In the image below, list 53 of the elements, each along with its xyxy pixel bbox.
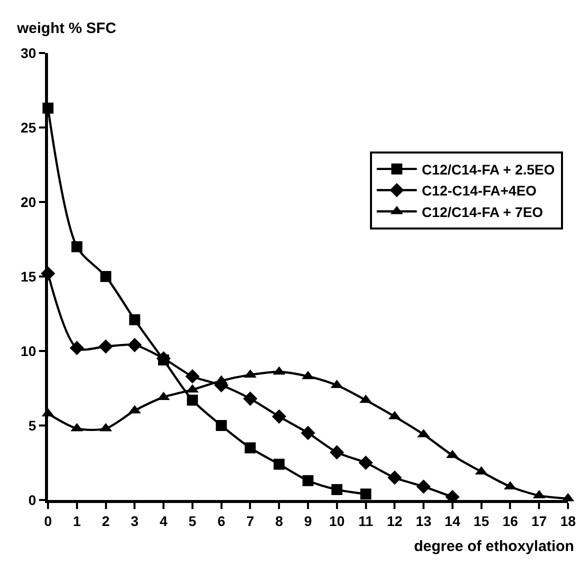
x-tick-label: 15 xyxy=(474,512,490,529)
point xyxy=(100,271,112,282)
point xyxy=(244,442,256,454)
point xyxy=(360,488,372,500)
legend-label: C12/C14-FA + 2.5EO xyxy=(422,161,555,178)
point xyxy=(416,479,431,494)
point xyxy=(274,458,285,470)
y-tick-label: 30 xyxy=(20,44,36,61)
x-tick-label: 10 xyxy=(329,512,345,529)
point xyxy=(330,445,344,460)
point xyxy=(243,392,258,406)
point xyxy=(300,426,316,440)
x-tick-label: 8 xyxy=(275,512,284,529)
point xyxy=(185,369,200,384)
y-axis-title: weight % SFC xyxy=(16,20,116,37)
x-tick-label: 6 xyxy=(217,512,226,529)
y-tick-label: 25 xyxy=(20,119,36,136)
legend-label: C12/C14-FA + 7EO xyxy=(422,204,544,220)
x-axis-title: degree of ethoxylation xyxy=(414,538,574,555)
x-tick-label: 2 xyxy=(102,512,110,529)
x-tick-label: 7 xyxy=(246,512,254,529)
y-tick-label: 5 xyxy=(28,417,36,434)
x-tick-label: 17 xyxy=(531,512,548,529)
point xyxy=(388,470,402,485)
x-tick-label: 11 xyxy=(358,512,374,529)
y-tick-label: 10 xyxy=(20,342,36,359)
point xyxy=(186,394,198,406)
x-tick-label: 18 xyxy=(560,512,576,529)
x-tick-label: 16 xyxy=(502,512,518,529)
point xyxy=(129,314,140,326)
y-tick-label: 0 xyxy=(28,492,36,508)
legend-label: C12-C14-FA+4EO xyxy=(422,182,537,199)
point xyxy=(358,456,373,470)
point xyxy=(156,351,171,366)
point xyxy=(331,484,342,496)
point xyxy=(71,241,82,252)
x-tick-label: 9 xyxy=(304,512,312,529)
y-tick-label: 15 xyxy=(20,268,36,284)
point xyxy=(128,338,142,352)
point xyxy=(98,339,113,354)
x-tick-label: 12 xyxy=(386,512,403,529)
point xyxy=(216,420,227,431)
x-tick-label: 0 xyxy=(44,512,52,529)
point xyxy=(272,409,286,424)
x-tick-label: 3 xyxy=(130,512,139,529)
x-tick-label: 1 xyxy=(72,512,81,529)
x-tick-label: 13 xyxy=(416,512,432,529)
point xyxy=(302,475,314,486)
point xyxy=(70,340,84,356)
x-tick-label: 5 xyxy=(188,512,197,529)
y-tick-label: 20 xyxy=(20,194,36,210)
x-tick-label: 14 xyxy=(444,512,460,529)
x-tick-label: 4 xyxy=(160,512,168,529)
